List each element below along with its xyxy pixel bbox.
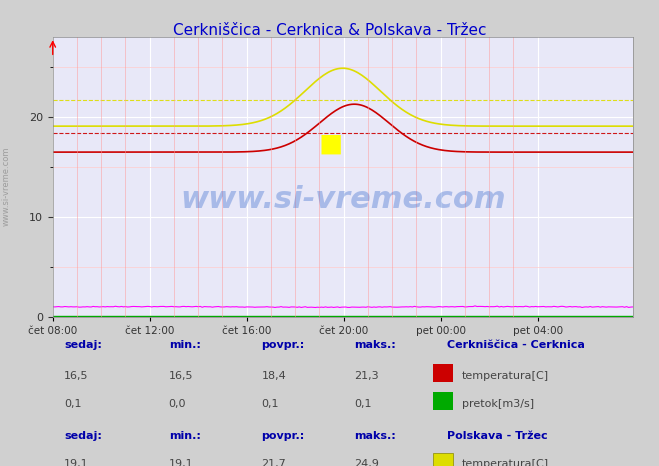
Text: Cerkniščica - Cerknica: Cerkniščica - Cerknica (447, 340, 585, 350)
Text: sedaj:: sedaj: (65, 431, 102, 441)
Text: www.si-vreme.com: www.si-vreme.com (2, 147, 11, 226)
Text: pretok[m3/s]: pretok[m3/s] (461, 399, 534, 409)
Text: temperatura[C]: temperatura[C] (461, 459, 549, 466)
Text: 16,5: 16,5 (169, 371, 193, 381)
Text: 0,1: 0,1 (65, 399, 82, 409)
Text: ▪: ▪ (318, 124, 344, 163)
Text: 0,1: 0,1 (355, 399, 372, 409)
FancyBboxPatch shape (433, 453, 453, 466)
Text: 0,1: 0,1 (262, 399, 279, 409)
Text: 19,1: 19,1 (65, 459, 89, 466)
Text: 24,9: 24,9 (355, 459, 379, 466)
FancyBboxPatch shape (433, 364, 453, 382)
Text: min.:: min.: (169, 340, 200, 350)
Text: sedaj:: sedaj: (65, 340, 102, 350)
Text: maks.:: maks.: (355, 340, 396, 350)
Text: Cerkniščica - Cerknica & Polskava - Tržec: Cerkniščica - Cerknica & Polskava - Trže… (173, 23, 486, 38)
Text: temperatura[C]: temperatura[C] (461, 371, 549, 381)
Text: www.si-vreme.com: www.si-vreme.com (180, 185, 505, 214)
FancyBboxPatch shape (433, 392, 453, 410)
Text: 21,3: 21,3 (355, 371, 379, 381)
Text: 21,7: 21,7 (262, 459, 286, 466)
Text: 19,1: 19,1 (169, 459, 193, 466)
Text: povpr.:: povpr.: (262, 431, 304, 441)
Text: 16,5: 16,5 (65, 371, 89, 381)
Text: min.:: min.: (169, 431, 200, 441)
Text: povpr.:: povpr.: (262, 340, 304, 350)
Text: Polskava - Tržec: Polskava - Tržec (447, 431, 548, 441)
Text: 18,4: 18,4 (262, 371, 286, 381)
Text: 0,0: 0,0 (169, 399, 186, 409)
Text: maks.:: maks.: (355, 431, 396, 441)
